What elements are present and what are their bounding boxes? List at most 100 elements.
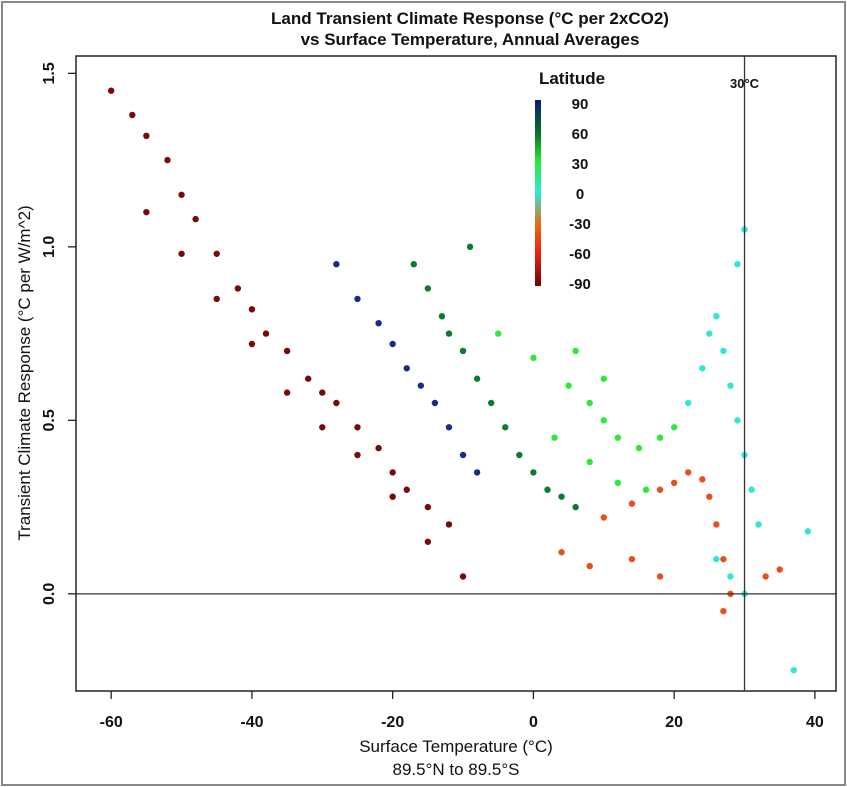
scatter-point [734,417,741,424]
legend-tick-label: -60 [569,246,591,263]
scatter-point [656,434,664,441]
y-tick-label: 1.5 [41,62,58,84]
scatter-point [670,479,678,487]
legend-tick-label: -90 [569,276,591,293]
scatter-point [628,500,636,507]
scatter-point [438,313,446,320]
plot-area [75,55,837,692]
scatter-point [213,250,220,257]
scatter-point [262,330,270,337]
scatter-point [544,486,551,493]
legend-tick-label: -30 [569,216,591,233]
scatter-point [424,538,432,545]
scatter-point [283,347,291,355]
scatter-point [558,493,565,500]
legend-tick-label: 90 [572,96,589,113]
scatter-point [516,451,523,459]
scatter-point [487,399,495,407]
scatter-point [685,399,692,407]
scatter-point [410,260,417,268]
y-tick-label: 1.0 [41,236,58,258]
x-tick-label: 0 [529,714,538,731]
x-tick-label: 40 [806,714,824,731]
scatter-point [565,382,572,389]
scatter-point [417,382,425,389]
scatter-point [143,208,150,216]
legend-tick-label: 0 [576,186,584,203]
x-tick-label: 20 [665,714,683,731]
chart-subtitle: vs Surface Temperature, Annual Averages [301,30,640,49]
scatter-point [424,503,432,511]
scatter-point [143,132,150,140]
scatter-point [459,347,467,355]
thirty-degree-label: 30°C [730,76,760,91]
scatter-point [375,444,382,452]
scatter-point [459,451,467,459]
x-tick-label: -60 [100,714,123,731]
legend-tick-labels: 90 60 30 0 -30 -60 -90 [569,96,591,293]
scatter-point [530,469,537,476]
scatter-points [107,87,812,674]
scatter-point [600,417,607,424]
scatter-point [445,424,453,431]
scatter-point [558,549,565,556]
y-tick-label: 0.5 [41,409,58,431]
scatter-point [530,354,537,362]
scatter-point [706,330,713,337]
scatter-point [319,389,326,396]
scatter-point [734,260,741,268]
scatter-point [234,285,242,292]
scatter-point [192,215,199,223]
scatter-point [107,87,115,94]
scatter-point [213,295,220,303]
scatter-point [727,573,734,580]
scatter-point [445,330,453,337]
scatter-point [572,503,579,511]
legend-tick-label: 30 [572,156,589,173]
scatter-point [642,486,650,493]
scatter-point [713,521,720,528]
scatter-point [635,444,643,452]
scatter-point [495,330,502,337]
scatter-point [354,295,361,303]
scatter-point [720,607,727,615]
scatter-point [551,434,558,441]
scatter-point [600,514,607,521]
scatter-point [628,555,636,563]
scatter-point [713,313,720,320]
scatter-point [466,243,474,251]
chart-title: Land Transient Climate Response (°C per … [271,9,669,28]
y-axis-label: Transient Climate Response (°C per W/m^2… [15,205,34,540]
x-axis-label: Surface Temperature (°C) [359,737,553,756]
scatter-point [305,375,312,382]
scatter-point [727,382,734,389]
scatter-point [459,573,467,580]
scatter-point [502,424,509,431]
scatter-point [319,424,326,431]
scatter-point [713,555,720,563]
scatter-point [586,399,593,407]
scatter-point [375,319,382,327]
y-tick-label: 0.0 [41,583,58,605]
scatter-point [424,285,432,292]
scatter-point [614,479,622,487]
scatter-point [720,555,727,563]
scatter-point [389,340,396,348]
x-axis-sublabel: 89.5°N to 89.5°S [392,760,519,779]
scatter-point [354,424,361,431]
scatter-point [473,469,481,476]
scatter-point [164,156,171,164]
scatter-point [445,521,453,528]
scatter-point [656,573,664,580]
scatter-point [354,451,361,459]
scatter-point [685,469,692,476]
scatter-point [129,111,136,119]
scatter-point [614,434,622,441]
y-axis-ticks: 0.0 0.5 1.0 1.5 [41,62,76,605]
scatter-point [699,365,706,372]
scatter-point [403,365,410,372]
scatter-point [333,260,340,268]
scatter-point [790,666,797,674]
scatter-point [600,375,607,382]
